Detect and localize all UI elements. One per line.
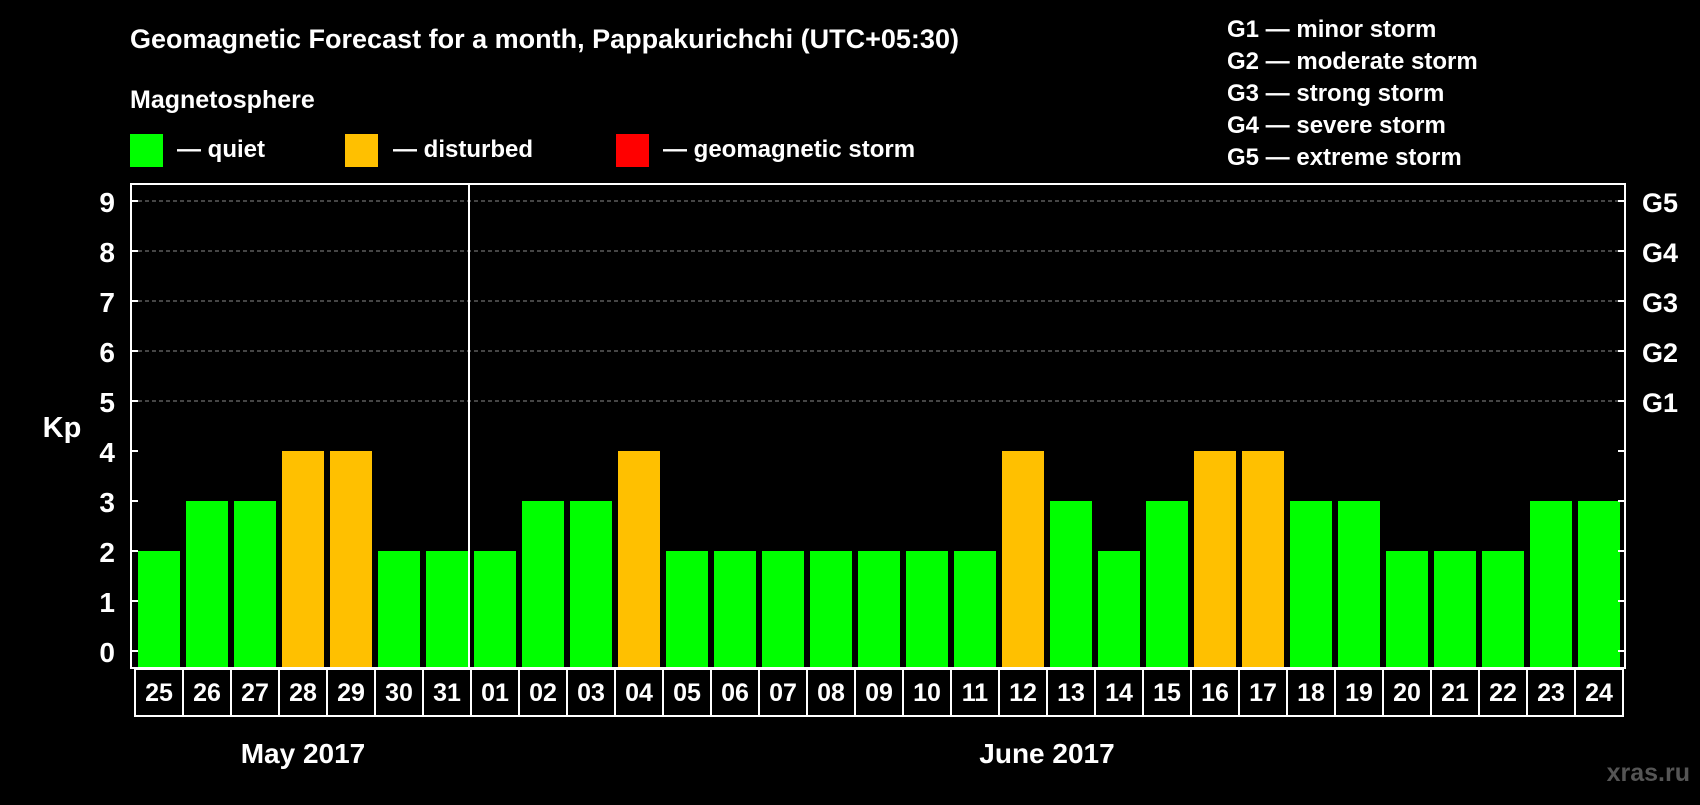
- x-tick-label: 04: [625, 679, 653, 707]
- bar-07: [762, 551, 804, 668]
- bar-06: [714, 551, 756, 668]
- x-tick-label: 02: [529, 679, 557, 707]
- bar-29: [330, 451, 372, 668]
- bar-11: [954, 551, 996, 668]
- x-tick-label: 16: [1201, 679, 1229, 707]
- x-tick-label: 15: [1153, 679, 1181, 707]
- bar-10: [906, 551, 948, 668]
- storm-scale-g4: G4 — severe storm: [1227, 112, 1446, 139]
- bar-09: [858, 551, 900, 668]
- month-label: June 2017: [979, 738, 1114, 769]
- x-tick-label: 28: [289, 679, 317, 707]
- bar-08: [810, 551, 852, 668]
- x-tick-label: 10: [913, 679, 941, 707]
- g-scale-label: G4: [1642, 238, 1678, 268]
- storm-scale-g3: G3 — strong storm: [1227, 80, 1444, 107]
- bar-23: [1530, 501, 1572, 668]
- bar-31: [426, 551, 468, 668]
- bar-04: [618, 451, 660, 668]
- watermark: xras.ru: [1607, 759, 1690, 787]
- legend-label-disturbed: — disturbed: [393, 136, 533, 163]
- bar-30: [378, 551, 420, 668]
- bar-02: [522, 501, 564, 668]
- g-scale-label: G5: [1642, 188, 1678, 218]
- x-tick-label: 25: [145, 679, 173, 707]
- bar-13: [1050, 501, 1092, 668]
- x-tick-label: 27: [241, 679, 269, 707]
- y-tick-label: 6: [99, 337, 115, 368]
- bar-14: [1098, 551, 1140, 668]
- y-axis-label: Kp: [43, 412, 82, 444]
- x-tick-label: 18: [1297, 679, 1325, 707]
- y-tick-label: 8: [99, 237, 115, 268]
- bar-22: [1482, 551, 1524, 668]
- x-tick-label: 17: [1249, 679, 1277, 707]
- y-tick-label: 4: [99, 437, 115, 468]
- x-tick-label: 29: [337, 679, 365, 707]
- x-tick-label: 14: [1105, 679, 1133, 707]
- bar-24: [1578, 501, 1620, 668]
- bar-28: [282, 451, 324, 668]
- storm-scale-g2: G2 — moderate storm: [1227, 48, 1478, 75]
- bar-20: [1386, 551, 1428, 668]
- x-tick-label: 22: [1489, 679, 1517, 707]
- y-tick-label: 1: [99, 587, 115, 618]
- x-tick-label: 06: [721, 679, 749, 707]
- legend-label-storm: — geomagnetic storm: [663, 136, 915, 163]
- date-cell: [1574, 668, 1624, 717]
- month-label: May 2017: [241, 738, 366, 769]
- legend-heading: Magnetosphere: [130, 86, 315, 114]
- g-scale-label: G1: [1642, 388, 1678, 418]
- storm-scale-g1: G1 — minor storm: [1227, 16, 1436, 43]
- g-scale-label: G3: [1642, 288, 1678, 318]
- g-scale-label: G2: [1642, 338, 1678, 368]
- x-tick-label: 20: [1393, 679, 1421, 707]
- y-tick-label: 0: [99, 637, 115, 668]
- y-tick-label: 2: [99, 537, 115, 568]
- bar-15: [1146, 501, 1188, 668]
- legend-swatch-disturbed: [345, 134, 378, 167]
- bar-19: [1338, 501, 1380, 668]
- x-tick-label: 19: [1345, 679, 1373, 707]
- x-tick-label: 11: [962, 679, 989, 707]
- legend-swatch-storm: [616, 134, 649, 167]
- bar-27: [234, 501, 276, 668]
- x-tick-label: 13: [1057, 679, 1085, 707]
- x-tick-label: 30: [385, 679, 413, 707]
- storm-scale-g5: G5 — extreme storm: [1227, 144, 1462, 171]
- bar-01: [474, 551, 516, 668]
- y-tick-label: 3: [99, 487, 115, 518]
- bar-12: [1002, 451, 1044, 668]
- y-tick-label: 7: [99, 287, 115, 318]
- x-tick-label: 07: [769, 679, 797, 707]
- x-tick-label: 09: [865, 679, 893, 707]
- bar-21: [1434, 551, 1476, 668]
- x-tick-label: 31: [433, 679, 461, 707]
- bar-16: [1194, 451, 1236, 668]
- chart-title: Geomagnetic Forecast for a month, Pappak…: [130, 24, 959, 54]
- bar-05: [666, 551, 708, 668]
- x-tick-label: 03: [577, 679, 605, 707]
- x-tick-label: 01: [481, 679, 509, 707]
- legend-swatch-quiet: [130, 134, 163, 167]
- x-tick-label: 23: [1537, 679, 1565, 707]
- bar-18: [1290, 501, 1332, 668]
- x-tick-label: 12: [1009, 679, 1037, 707]
- bar-03: [570, 501, 612, 668]
- x-tick-label: 21: [1441, 679, 1469, 707]
- bar-26: [186, 501, 228, 668]
- bar-17: [1242, 451, 1284, 668]
- y-tick-label: 9: [99, 187, 115, 218]
- y-tick-label: 5: [99, 387, 115, 418]
- x-tick-label: 05: [673, 679, 701, 707]
- legend-label-quiet: — quiet: [177, 136, 265, 163]
- bar-25: [138, 551, 180, 668]
- x-tick-label: 26: [193, 679, 221, 707]
- x-tick-label: 08: [817, 679, 845, 707]
- x-tick-label: 24: [1585, 679, 1613, 707]
